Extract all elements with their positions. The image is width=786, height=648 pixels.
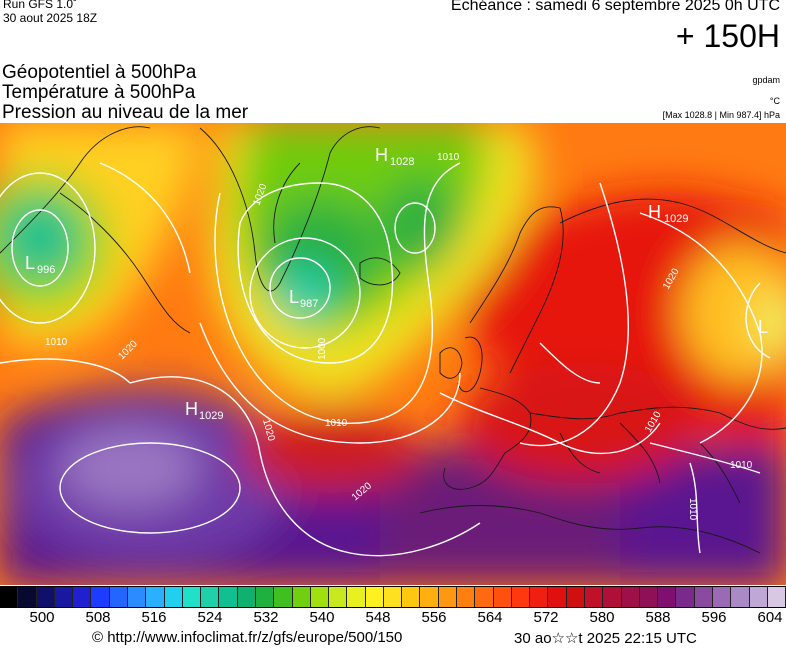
run-date: 30 aout 2025 18Z xyxy=(3,11,98,25)
high-value-1: 1028 xyxy=(390,156,414,168)
isobar-label: 1010 xyxy=(687,498,698,521)
high-center-3: H xyxy=(185,399,198,419)
colorbar-swatch xyxy=(347,587,366,607)
colorbar-swatch xyxy=(201,587,220,607)
isobar-labels: 1010 1020 1000 1010 1020 1010 1020 1020 … xyxy=(45,152,753,521)
colorbar-swatch xyxy=(438,587,458,607)
colorbar-swatch xyxy=(402,587,421,607)
colorbar-swatch xyxy=(694,587,713,607)
colorbar-swatch xyxy=(712,587,732,607)
generated-time: 30 ao☆☆t 2025 22:15 UTC xyxy=(514,630,697,647)
low-value-1: 996 xyxy=(37,264,55,276)
colorbar-swatch xyxy=(292,587,311,607)
isobar-label: 1010 xyxy=(730,460,753,471)
colorbar-swatch xyxy=(420,587,439,607)
colorbar xyxy=(0,586,786,608)
high-center-1: H xyxy=(375,145,388,165)
parameter-geopotential: Géopotentiel à 500hPa xyxy=(2,62,197,83)
copyright-link[interactable]: © http://www.infoclimat.fr/z/gfs/europe/… xyxy=(92,629,403,646)
colorbar-swatch xyxy=(639,587,659,607)
low-center-1: L xyxy=(25,253,35,273)
low-center-2: L xyxy=(289,287,299,307)
parameter-pressure: Pression au niveau de la mer xyxy=(2,102,249,123)
colorbar-swatch xyxy=(658,587,677,607)
colorbar-swatch xyxy=(603,587,622,607)
low-center-3: L xyxy=(758,317,768,337)
colorbar-swatch xyxy=(36,587,55,607)
high-value-3: 1029 xyxy=(199,410,223,422)
isobar-label: 1010 xyxy=(325,418,348,429)
colorbar-swatch xyxy=(457,587,476,607)
colorbar-tick: 516 xyxy=(141,609,167,626)
colorbar-swatch xyxy=(511,587,531,607)
colorbar-swatch xyxy=(731,587,750,607)
colorbar-swatch xyxy=(548,587,567,607)
colorbar-tick: 532 xyxy=(253,609,279,626)
colorbar-swatch xyxy=(621,587,640,607)
run-label: Run GFS 1.0˚ xyxy=(3,0,78,11)
colorbar-tick: 604 xyxy=(757,609,783,626)
colorbar-swatch xyxy=(383,587,403,607)
colorbar-tick: 524 xyxy=(197,609,223,626)
colorbar-swatch xyxy=(585,587,604,607)
geopotential-field xyxy=(0,123,786,585)
colorbar-tick: 508 xyxy=(85,609,111,626)
colorbar-swatch xyxy=(182,587,202,607)
colorbar-tick: 564 xyxy=(477,609,503,626)
colorbar-tick: 596 xyxy=(701,609,727,626)
colorbar-ticks: 500 508 516 524 532 540 548 556 564 572 580 588 596 6… xyxy=(0,609,786,627)
colorbar-swatch xyxy=(767,587,786,607)
unit-temperature: °C xyxy=(769,96,780,106)
colorbar-tick: 588 xyxy=(645,609,671,626)
colorbar-swatch xyxy=(91,587,110,607)
colorbar-swatch xyxy=(365,587,384,607)
colorbar-swatch xyxy=(164,587,183,607)
colorbar-swatch xyxy=(237,587,256,607)
colorbar-swatch xyxy=(18,587,37,607)
isobars xyxy=(0,162,771,557)
colorbar-swatch xyxy=(475,587,494,607)
colorbar-swatch xyxy=(530,587,549,607)
colorbar-swatch xyxy=(219,587,238,607)
colorbar-swatch xyxy=(676,587,695,607)
colorbar-swatch xyxy=(310,587,330,607)
high-center-2: H xyxy=(648,202,661,222)
isobar-label: 1000 xyxy=(317,337,328,360)
weather-map: H 1028 H 1029 H 1029 L 996 L 987 L 1010 … xyxy=(0,123,786,585)
colorbar-tick: 500 xyxy=(29,609,55,626)
colorbar-tick: 540 xyxy=(309,609,335,626)
colorbar-swatch xyxy=(54,587,74,607)
colorbar-swatch xyxy=(73,587,92,607)
colorbar-swatch xyxy=(127,587,147,607)
colorbar-swatch xyxy=(749,587,768,607)
forecast-lead-time: + 150H xyxy=(675,18,780,54)
low-value-2: 987 xyxy=(300,298,318,310)
forecast-valid-time: Echéance : samedi 6 septembre 2025 0h UT… xyxy=(450,0,780,14)
colorbar-swatch xyxy=(109,587,128,607)
parameter-temperature: Température à 500hPa xyxy=(2,82,196,103)
high-value-2: 1029 xyxy=(664,213,688,225)
pressure-centers: H 1028 H 1029 H 1029 L 996 L 987 L xyxy=(25,145,768,422)
isobar-label: 1010 xyxy=(45,337,68,348)
colorbar-swatch xyxy=(255,587,275,607)
isobar-label: 1010 xyxy=(437,152,460,163)
colorbar-tick: 548 xyxy=(365,609,391,626)
colorbar-tick: 580 xyxy=(589,609,615,626)
pressure-range: [Max 1028.8 | Min 987.4] hPa xyxy=(662,110,780,120)
colorbar-swatch xyxy=(146,587,165,607)
colorbar-tick: 572 xyxy=(533,609,559,626)
colorbar-swatch xyxy=(493,587,512,607)
unit-geopotential: gpdam xyxy=(752,75,780,85)
coastlines xyxy=(0,126,786,554)
colorbar-swatch xyxy=(274,587,293,607)
colorbar-swatch xyxy=(0,587,19,607)
colorbar-tick: 556 xyxy=(421,609,447,626)
colorbar-swatch xyxy=(566,587,585,607)
colorbar-swatch xyxy=(329,587,348,607)
